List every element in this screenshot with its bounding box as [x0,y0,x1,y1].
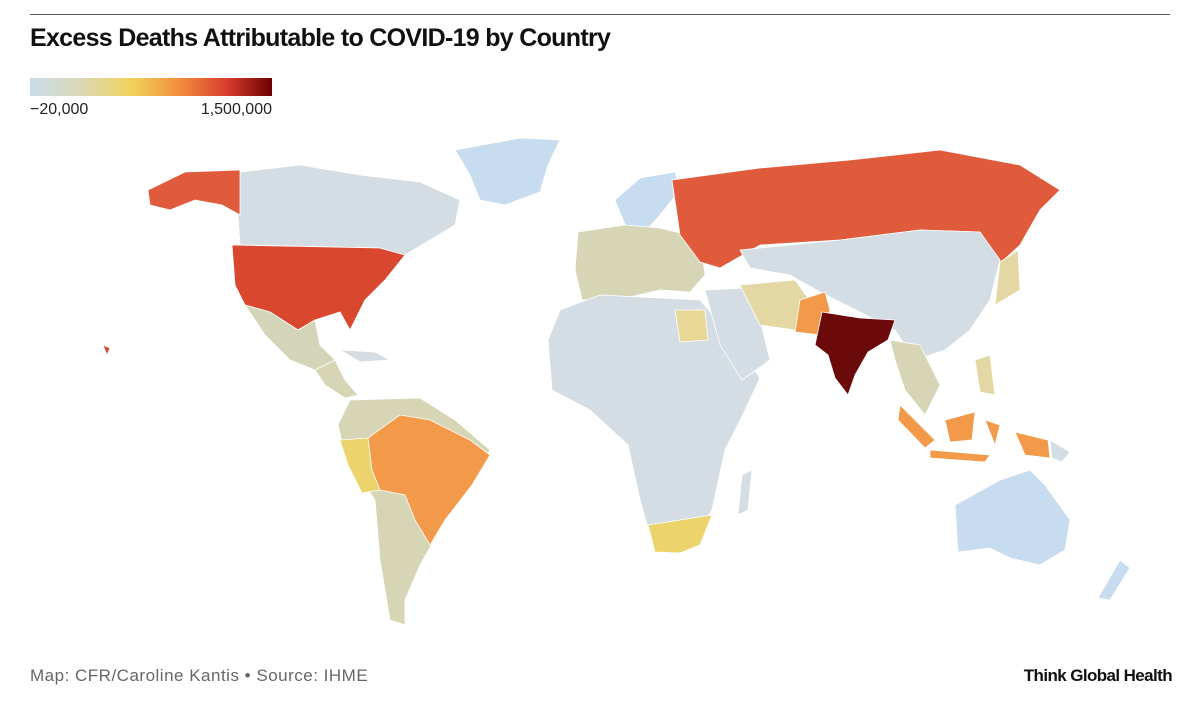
title: Excess Deaths Attributable to COVID-19 b… [30,24,611,52]
legend-min-label: −20,000 [30,101,89,118]
brazil [367,414,491,546]
brand: Think Global Health [1023,666,1173,685]
new-zealand [1097,559,1131,601]
canada [237,164,461,256]
australia [954,469,1071,566]
central-america [314,359,359,399]
japan [994,249,1021,306]
southeast-asia [889,339,941,416]
papua [1049,439,1071,463]
legend-max-label: 1,500,000 [200,101,272,118]
europe [574,224,706,301]
asia [739,229,1001,361]
indonesia [897,404,1051,463]
hawaii [102,344,111,357]
south-africa [647,514,713,554]
top-rule [30,14,1170,15]
world-map [102,137,1131,626]
mexico [244,304,336,371]
caribbean [339,349,392,363]
philippines [974,354,996,396]
africa [547,294,761,553]
greenland [454,137,561,206]
india [814,311,896,396]
egypt [674,309,709,343]
credit: Map: CFR/Caroline Kantis • Source: IHME [30,666,369,685]
alaska [147,169,241,216]
legend-gradient [30,78,272,96]
scandinavia [614,171,681,233]
madagascar [737,469,753,516]
